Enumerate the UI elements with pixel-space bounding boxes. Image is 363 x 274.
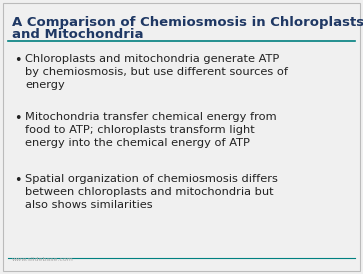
Text: •: • <box>14 174 22 187</box>
Text: Mitochondria transfer chemical energy from
food to ATP; chloroplasts transform l: Mitochondria transfer chemical energy fr… <box>25 112 277 149</box>
Text: and Mitochondria: and Mitochondria <box>12 28 143 41</box>
Text: Chloroplasts and mitochondria generate ATP
by chemiosmosis, but use different so: Chloroplasts and mitochondria generate A… <box>25 54 288 90</box>
Text: www.slidebase.com: www.slidebase.com <box>12 257 74 262</box>
Text: A Comparison of Chemiosmosis in Chloroplasts: A Comparison of Chemiosmosis in Chloropl… <box>12 16 363 29</box>
Text: •: • <box>14 54 22 67</box>
Text: Spatial organization of chemiosmosis differs
between chloroplasts and mitochondr: Spatial organization of chemiosmosis dif… <box>25 174 278 210</box>
Text: •: • <box>14 112 22 125</box>
FancyBboxPatch shape <box>3 3 360 271</box>
